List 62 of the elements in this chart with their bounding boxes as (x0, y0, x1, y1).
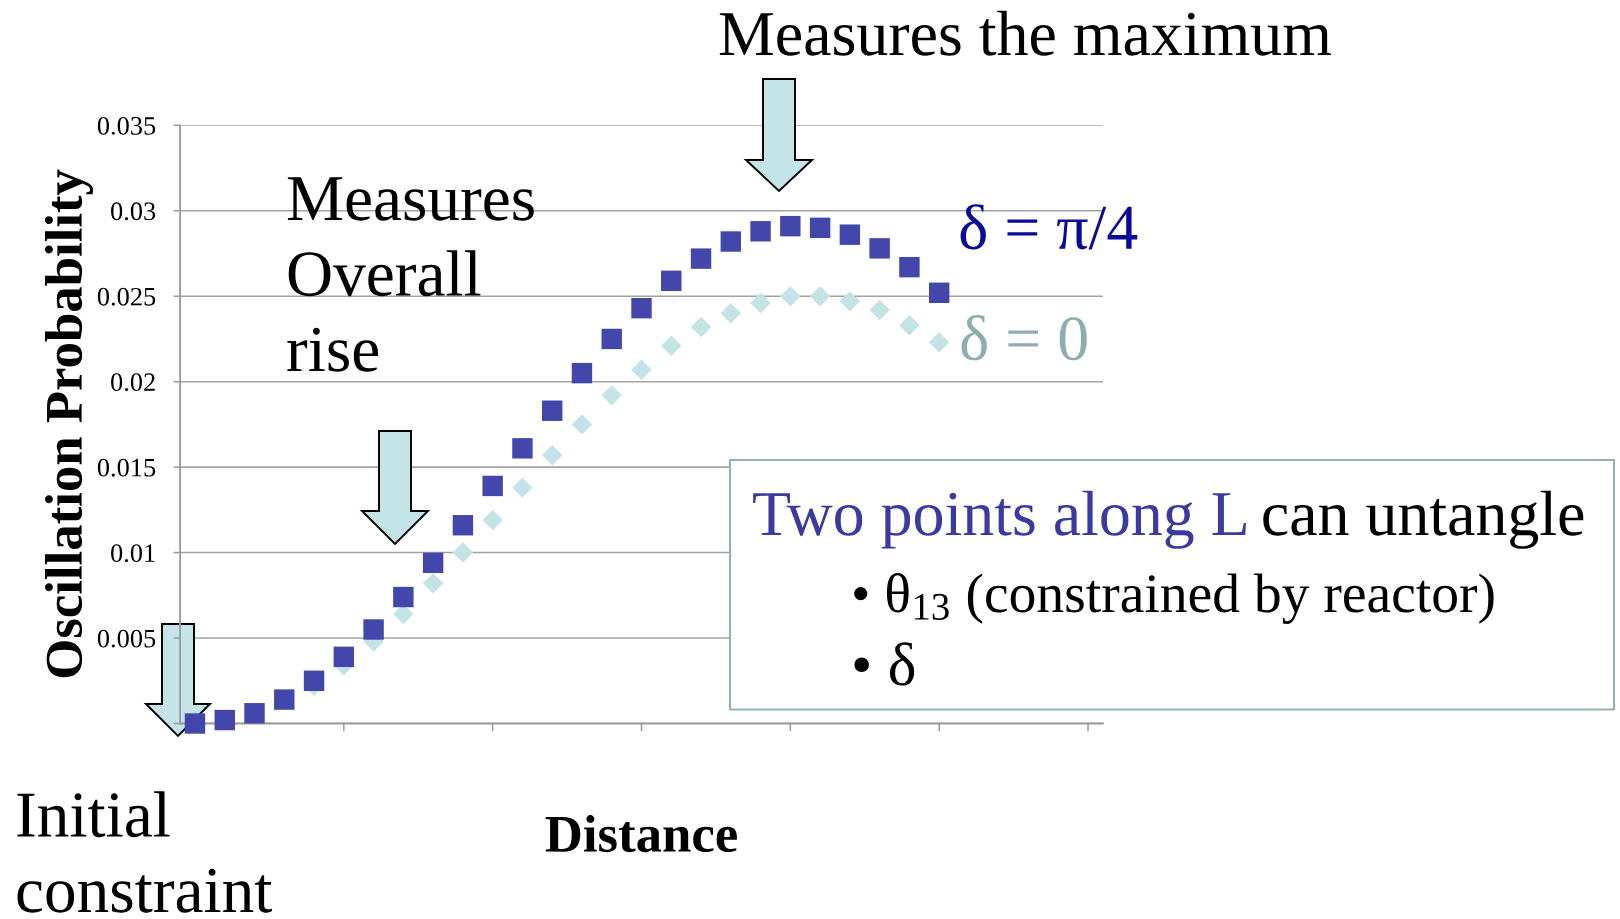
point (809, 217, 831, 239)
point (661, 335, 682, 356)
point (571, 362, 593, 384)
point (541, 444, 563, 466)
point (631, 297, 652, 319)
point (750, 292, 771, 314)
y-tick-label: 0.025 (97, 287, 156, 306)
point (601, 385, 622, 406)
point (393, 586, 414, 608)
point (422, 573, 444, 594)
point (303, 670, 325, 691)
point (274, 689, 295, 710)
point (661, 270, 682, 292)
point (363, 619, 384, 640)
point (214, 709, 235, 731)
text: Initial constraint (17, 791, 273, 913)
point (928, 282, 950, 303)
y-tick-label: 0.005 (97, 629, 156, 648)
point (452, 542, 474, 563)
point (422, 552, 444, 574)
annotation: Measures Overall rise (287, 177, 534, 372)
y-tick-label: 0.015 (97, 458, 156, 477)
annotation: • θ$_{13}$ (constrained by reactor) (854, 573, 1494, 624)
point (512, 438, 533, 459)
series-label: δ = π/4 (960, 204, 1138, 250)
point (780, 215, 801, 237)
point (482, 509, 503, 531)
point (780, 286, 801, 307)
y-tick-label: 0.01 (111, 544, 155, 563)
point (869, 299, 890, 321)
series-label: δ = 0 (961, 315, 1087, 361)
point (869, 238, 890, 259)
y-tick-label: 0.035 (97, 116, 156, 135)
point (244, 703, 265, 724)
point (601, 328, 622, 350)
point (571, 414, 593, 435)
point (541, 400, 563, 421)
annotation: Two points along L (753, 490, 1246, 549)
point (482, 475, 503, 497)
point (720, 303, 742, 324)
point (184, 713, 206, 734)
point (720, 231, 742, 252)
y-axis-title: Oscillation Probability (44, 169, 93, 678)
point (750, 221, 771, 242)
point (690, 248, 712, 269)
point (452, 515, 474, 536)
point (928, 332, 950, 353)
point (512, 477, 533, 498)
x-axis-title: Distance (545, 815, 737, 853)
point (333, 646, 355, 668)
text: can untangle (1263, 490, 1584, 549)
y-tick-label: 0.03 (111, 202, 156, 221)
point (839, 291, 861, 312)
point (690, 316, 712, 338)
point (839, 224, 861, 245)
y-tick-label: 0.02 (111, 373, 155, 392)
point (899, 256, 920, 278)
text: Measures the maximum (719, 10, 1331, 56)
point (809, 286, 831, 307)
point (899, 315, 920, 336)
point (631, 359, 652, 380)
annotation: • δ (854, 642, 915, 686)
